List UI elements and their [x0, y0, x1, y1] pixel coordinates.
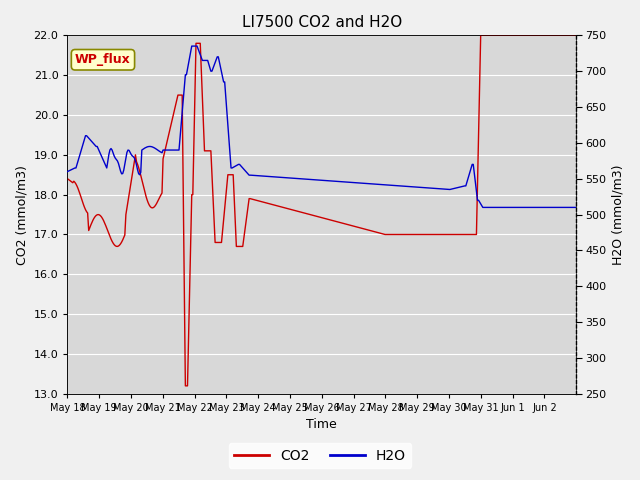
Title: LI7500 CO2 and H2O: LI7500 CO2 and H2O: [242, 15, 402, 30]
Text: WP_flux: WP_flux: [75, 53, 131, 66]
X-axis label: Time: Time: [307, 419, 337, 432]
Y-axis label: H2O (mmol/m3): H2O (mmol/m3): [612, 164, 625, 265]
Legend: CO2, H2O: CO2, H2O: [228, 443, 412, 468]
Y-axis label: CO2 (mmol/m3): CO2 (mmol/m3): [15, 165, 28, 264]
